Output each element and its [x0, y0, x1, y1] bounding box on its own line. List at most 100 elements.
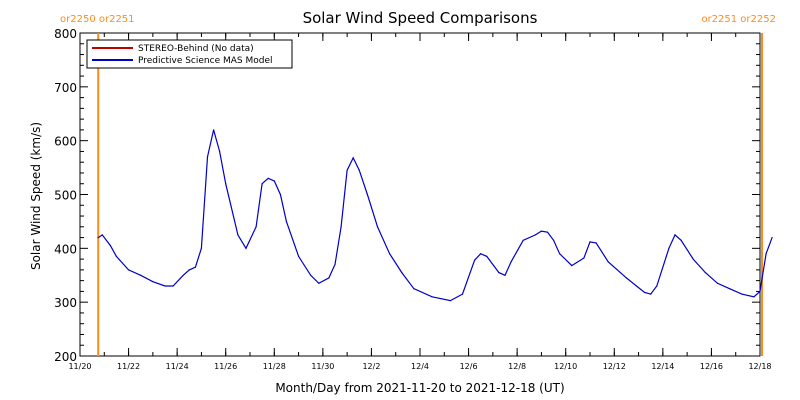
data-point: [109, 245, 111, 247]
data-point: [607, 261, 609, 263]
data-point: [650, 293, 652, 295]
data-point: [668, 247, 670, 249]
x-tick-label: 12/12: [603, 362, 626, 371]
carrington-markers: or2250 or2251 or2251 or2252: [60, 14, 776, 356]
data-point: [486, 255, 488, 257]
data-point: [546, 231, 549, 233]
data-point: [559, 253, 561, 255]
data-point: [474, 259, 476, 261]
data-point: [358, 169, 360, 171]
data-point: [704, 272, 707, 274]
data-point: [674, 234, 676, 236]
data-point: [182, 274, 184, 276]
y-tick-label: 300: [54, 296, 77, 310]
data-point: [346, 169, 348, 171]
chart-title: Solar Wind Speed Comparisons: [303, 9, 538, 27]
x-tick-label: 11/28: [263, 362, 286, 371]
carrington-marker-label: or2251 or2252: [701, 14, 776, 25]
data-point: [534, 234, 537, 236]
series-line-mas-model: [97, 129, 773, 302]
y-tick-label: 200: [54, 350, 77, 364]
data-point: [461, 293, 464, 295]
data-point: [334, 263, 336, 266]
data-point: [553, 239, 555, 241]
y-tick-label: 400: [54, 242, 77, 256]
plot-frame: [79, 32, 761, 357]
data-point: [285, 220, 287, 222]
data-point: [759, 290, 761, 292]
data-point: [310, 274, 312, 276]
series-layer: [97, 129, 773, 302]
data-point: [729, 288, 731, 290]
data-point: [401, 272, 403, 274]
data-point: [765, 253, 767, 255]
legend-label: STEREO-Behind (No data): [138, 44, 254, 54]
data-point: [255, 226, 257, 228]
carrington-marker-label: or2250 or2251: [60, 14, 135, 25]
legend: STEREO-Behind (No data) Predictive Scienc…: [86, 39, 293, 69]
data-point: [595, 242, 597, 244]
data-point: [115, 255, 117, 257]
data-point: [366, 193, 368, 196]
x-tick-label: 11/22: [117, 362, 140, 371]
data-point: [273, 180, 275, 182]
data-point: [225, 183, 227, 185]
data-point: [188, 269, 190, 271]
data-point: [716, 282, 719, 284]
y-tick-label: 800: [54, 27, 77, 41]
data-point: [172, 285, 174, 287]
data-point: [413, 288, 415, 290]
x-tick-label: 11/30: [311, 362, 334, 371]
data-point: [625, 277, 628, 279]
data-point: [589, 241, 591, 243]
data-point: [644, 291, 646, 294]
data-point: [431, 296, 433, 298]
legend-label: Predictive Science MAS Model: [138, 56, 273, 66]
data-point: [213, 129, 215, 131]
legend-box: [86, 39, 293, 69]
y-tick-label: 600: [54, 135, 77, 149]
data-point: [498, 272, 500, 274]
data-point: [152, 281, 154, 283]
data-point: [340, 226, 342, 228]
x-tick-label: 12/8: [508, 362, 526, 371]
data-point: [298, 255, 300, 257]
x-tick-label: 11/24: [166, 362, 189, 371]
data-point: [389, 253, 391, 255]
data-point: [97, 237, 99, 239]
data-point: [504, 274, 506, 276]
data-point: [449, 300, 451, 302]
data-point: [376, 226, 379, 228]
data-point: [480, 253, 482, 255]
data-point: [540, 230, 543, 232]
data-point: [206, 156, 209, 158]
data-point: [194, 266, 196, 268]
data-point: [753, 296, 755, 298]
data-point: [128, 269, 130, 271]
data-point: [741, 293, 743, 295]
data-point: [771, 237, 773, 239]
x-axis-label: Month/Day from 2021-11-20 to 2021-12-18 …: [275, 381, 564, 395]
data-point: [267, 177, 269, 179]
data-point: [656, 285, 658, 287]
data-point: [318, 282, 320, 284]
x-axis-ticks: 11/20 11/22 11/24 11/26 11/28 11/30 12/2 12/4 12…: [68, 33, 772, 371]
data-point: [101, 234, 103, 236]
data-point: [352, 157, 354, 159]
data-point: [279, 193, 281, 196]
x-tick-label: 12/16: [700, 362, 723, 371]
y-tick-label: 700: [54, 81, 77, 95]
x-tick-label: 12/4: [411, 362, 429, 371]
data-point: [328, 277, 330, 279]
data-point: [219, 150, 221, 152]
x-tick-label: 12/6: [460, 362, 478, 371]
x-tick-label: 12/14: [651, 362, 674, 371]
data-point: [571, 265, 573, 267]
data-point: [164, 285, 166, 287]
plot-area: [79, 32, 761, 357]
y-axis-ticks: 200 300 400 500 600 700 800: [54, 27, 760, 364]
y-axis-label: Solar Wind Speed (km/s): [29, 122, 43, 270]
data-point: [200, 247, 202, 249]
data-point: [140, 274, 142, 276]
